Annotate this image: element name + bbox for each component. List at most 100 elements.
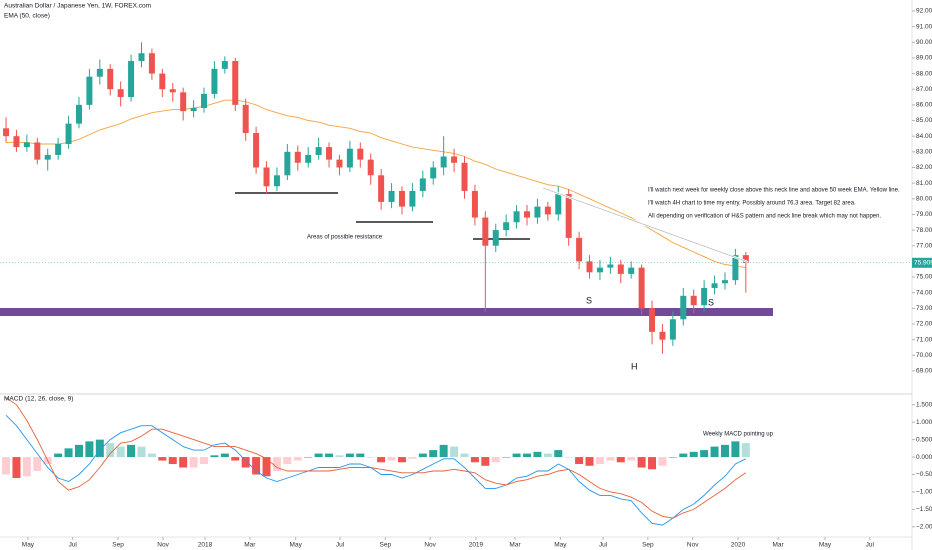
histogram-bar bbox=[491, 457, 500, 463]
histogram-bar bbox=[668, 457, 677, 458]
histogram-bar bbox=[189, 457, 198, 468]
x-tick-label: Mar bbox=[509, 542, 521, 549]
y-tick-label: −1.000 bbox=[916, 489, 932, 496]
annotation: Weekly MACD pointing up bbox=[703, 432, 774, 438]
x-tick-label: May bbox=[819, 542, 832, 549]
candle-body bbox=[107, 68, 114, 90]
histogram-bar bbox=[304, 457, 313, 458]
histogram-bar bbox=[231, 457, 240, 461]
candle-body bbox=[398, 190, 405, 207]
histogram-bar bbox=[700, 450, 709, 458]
histogram-bar bbox=[679, 453, 688, 458]
candle-body bbox=[649, 308, 656, 332]
candle-body bbox=[326, 147, 333, 160]
y-tick-label: 0.000 bbox=[916, 454, 932, 461]
histogram-bar bbox=[741, 443, 750, 458]
y-tick-label: 73.000 bbox=[916, 305, 932, 312]
histogram-bar bbox=[731, 441, 740, 458]
candle-body bbox=[367, 159, 374, 176]
candle-body bbox=[659, 331, 666, 340]
annotation: I'll watch next week for weekly close ab… bbox=[648, 188, 900, 194]
candle-body bbox=[44, 154, 51, 160]
candle-body bbox=[388, 190, 395, 202]
ema-line bbox=[6, 99, 746, 269]
candle-body bbox=[86, 76, 93, 105]
histogram-bar bbox=[627, 457, 636, 461]
y-tick-label: 87.000 bbox=[916, 86, 932, 93]
histogram-bar bbox=[241, 457, 250, 468]
candle-body bbox=[138, 53, 145, 62]
y-tick-label: 72.000 bbox=[916, 321, 932, 328]
signal-line bbox=[5, 397, 747, 519]
histogram-bar bbox=[12, 457, 21, 478]
y-tick-label: 88.000 bbox=[916, 70, 932, 77]
candle-body bbox=[555, 194, 562, 215]
candle-body bbox=[638, 267, 645, 309]
candle-body bbox=[273, 175, 280, 187]
y-tick-label: 90.000 bbox=[916, 39, 932, 46]
y-tick-label: 83.000 bbox=[916, 149, 932, 156]
x-tick-label: Mar bbox=[244, 542, 256, 549]
candle-body bbox=[742, 255, 749, 263]
y-tick-label: 91.000 bbox=[916, 23, 932, 30]
histogram-bar bbox=[439, 444, 448, 458]
histogram-bar bbox=[54, 453, 63, 458]
y-tick-label: 71.000 bbox=[916, 336, 932, 343]
y-tick-label: 82.000 bbox=[916, 164, 932, 171]
x-tick-label: Sep bbox=[112, 542, 124, 549]
histogram-bar bbox=[33, 457, 42, 472]
annotation: Areas of possible resistance bbox=[307, 235, 383, 241]
histogram-bar bbox=[606, 457, 615, 461]
x-tick-label: 2018 bbox=[198, 542, 213, 549]
candle-body bbox=[492, 230, 499, 246]
histogram-bar bbox=[116, 446, 125, 458]
y-tick-label: 1.000 bbox=[916, 419, 932, 426]
x-tick-label: Jul bbox=[336, 542, 345, 549]
histogram-bar bbox=[85, 441, 94, 458]
histogram-bar bbox=[366, 457, 375, 458]
histogram-bar bbox=[616, 457, 625, 463]
candle-body bbox=[586, 261, 593, 273]
histogram-bar bbox=[345, 453, 354, 458]
y-tick-label: 77.000 bbox=[916, 242, 932, 249]
candle-body bbox=[503, 222, 510, 231]
x-tick-label: Sep bbox=[642, 542, 654, 549]
histogram-bar bbox=[575, 457, 584, 465]
candle-body bbox=[534, 206, 541, 218]
histogram-bar bbox=[512, 453, 521, 458]
histogram-bar bbox=[429, 450, 438, 458]
histogram-bar bbox=[272, 457, 281, 472]
histogram-bar bbox=[127, 444, 136, 458]
histogram-bar bbox=[648, 457, 657, 470]
x-tick-label: May bbox=[22, 542, 35, 549]
histogram-bar bbox=[585, 457, 594, 466]
y-tick-label: 78.000 bbox=[916, 227, 932, 234]
candle-body bbox=[346, 148, 353, 168]
y-tick-label: 86.000 bbox=[916, 102, 932, 109]
histogram-bar bbox=[356, 453, 365, 458]
candle-body bbox=[55, 143, 62, 155]
candle-body bbox=[524, 211, 531, 218]
x-tick-label: Nov bbox=[157, 542, 169, 549]
candle-body bbox=[430, 167, 437, 179]
histogram-bar bbox=[106, 443, 115, 458]
histogram-bar bbox=[418, 453, 427, 458]
candle-body bbox=[34, 142, 41, 160]
y-tick-label: 89.000 bbox=[916, 55, 932, 62]
y-tick-label: 85.000 bbox=[916, 117, 932, 124]
x-tick-label: 2019 bbox=[469, 542, 484, 549]
histogram-bar bbox=[137, 446, 146, 458]
y-tick-label: 69.000 bbox=[916, 368, 932, 375]
candle-body bbox=[378, 175, 385, 202]
histogram-bar bbox=[460, 453, 469, 458]
y-tick-label: −0.500 bbox=[916, 471, 932, 478]
candle-body bbox=[680, 295, 687, 320]
y-tick-label: 1.500 bbox=[916, 401, 932, 408]
candle-body bbox=[419, 178, 426, 191]
last-price-label: 75.909 bbox=[914, 260, 932, 267]
candle-body bbox=[13, 136, 20, 148]
histogram-bar bbox=[335, 455, 344, 458]
candle-body bbox=[451, 156, 458, 163]
histogram-bar bbox=[168, 457, 177, 465]
